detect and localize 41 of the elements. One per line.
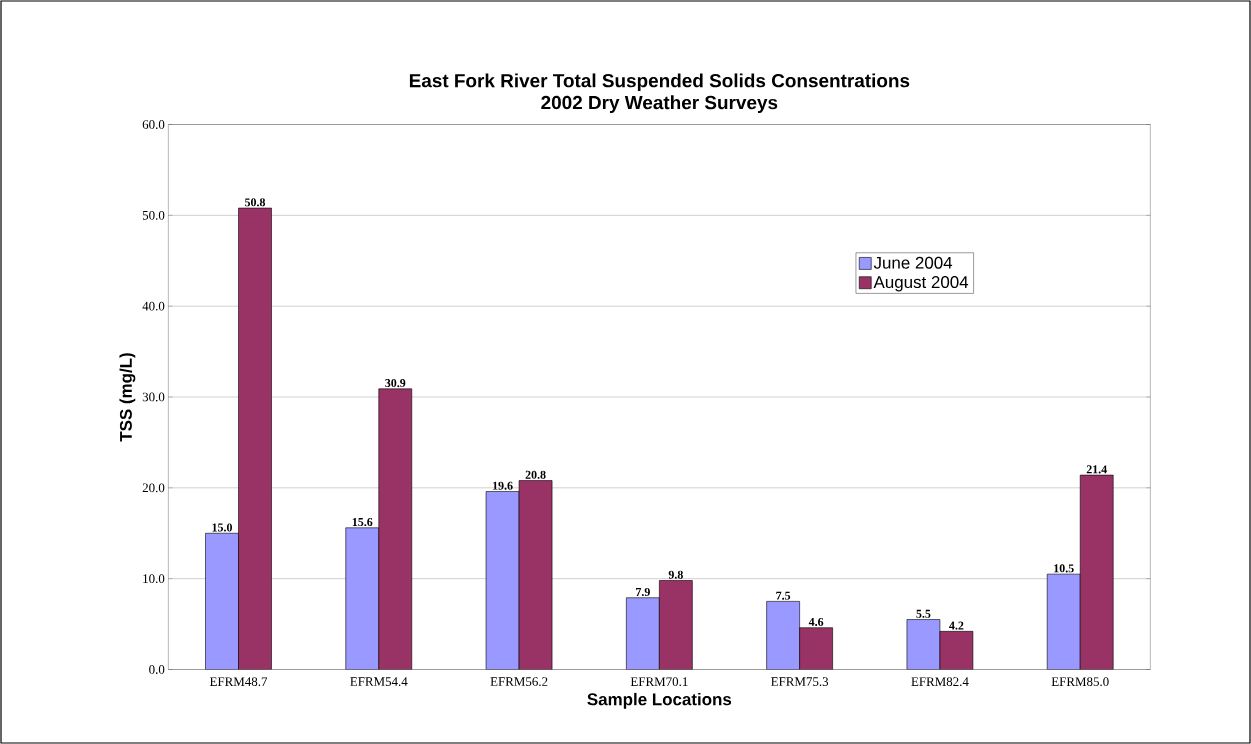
y-axis-title: TSS (mg/L) <box>119 353 136 442</box>
data-label: 4.2 <box>949 621 964 630</box>
bar <box>799 627 833 670</box>
data-label: 30.9 <box>385 379 406 388</box>
x-tick-label: EFRM75.3 <box>771 677 829 687</box>
data-label: 15.6 <box>352 518 373 527</box>
bar <box>238 207 272 670</box>
x-tick-label: EFRM54.4 <box>350 677 408 686</box>
y-tick-label: 30.0 <box>142 392 165 402</box>
data-label: 7.9 <box>636 587 650 597</box>
x-tick-label: EFRM48.7 <box>209 677 268 687</box>
y-tick-label: 40.0 <box>142 301 165 311</box>
y-tick-label: 50.0 <box>142 210 165 220</box>
x-tick-label: EFRM56.2 <box>490 677 548 687</box>
x-tick-label: EFRM70.1 <box>630 677 688 687</box>
data-label: 15.0 <box>212 523 232 532</box>
data-label: 7.5 <box>776 591 791 600</box>
bar <box>205 532 239 670</box>
bar <box>1079 474 1114 670</box>
data-label: 20.8 <box>525 470 546 479</box>
legend-label: June 2004 <box>873 256 953 269</box>
y-tick-label: 0.0 <box>149 665 165 674</box>
data-label: 10.5 <box>1054 564 1074 573</box>
data-label: 21.4 <box>1086 465 1107 474</box>
bar <box>659 580 693 670</box>
y-tick-label: 10.0 <box>143 574 165 584</box>
y-tick-label: 60.0 <box>142 120 165 129</box>
bar <box>378 388 413 670</box>
data-label: 5.5 <box>916 609 931 618</box>
data-label: 50.8 <box>245 198 266 207</box>
x-axis-title: Sample Locations <box>587 692 732 709</box>
legend-label: August 2004 <box>873 276 969 292</box>
bar <box>518 480 553 670</box>
chart-title: East Fork River Total Suspended Solids Consentrations 2002 Dry Weather Surveys <box>409 73 910 113</box>
x-tick-label: EFRM85.0 <box>1051 677 1109 687</box>
x-tick-label: EFRM82.4 <box>911 677 969 687</box>
bar <box>939 631 974 670</box>
data-label: 19.6 <box>493 481 513 490</box>
data-label: 4.6 <box>808 617 824 627</box>
y-tick-label: 20.0 <box>142 483 165 493</box>
data-label: 9.8 <box>668 570 683 579</box>
